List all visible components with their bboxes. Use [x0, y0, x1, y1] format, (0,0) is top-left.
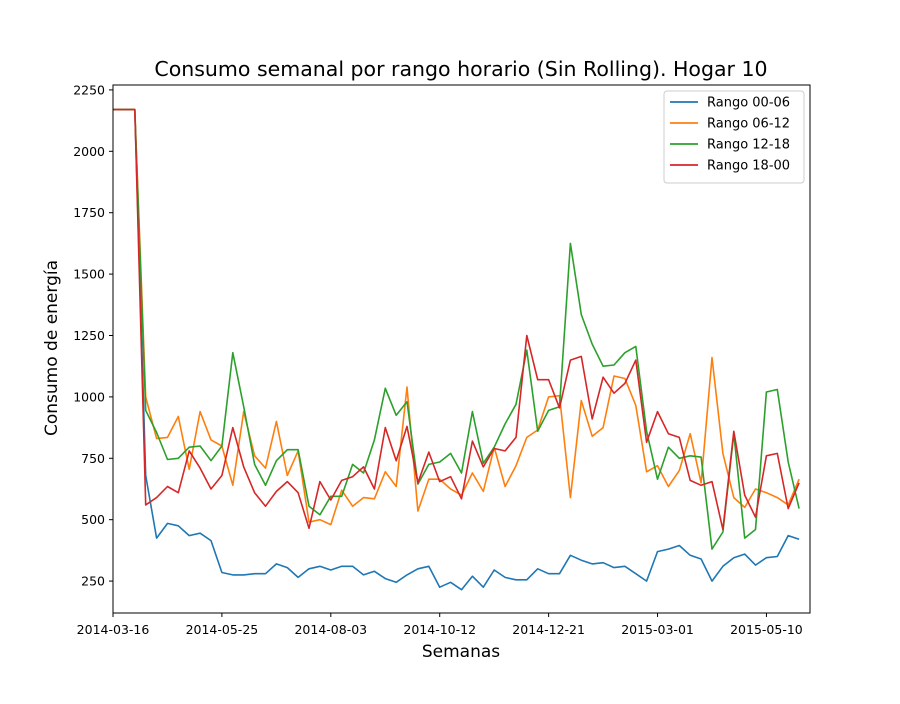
x-tick-label: 2015-03-01 — [621, 622, 694, 637]
y-axis-label: Consumo de energía — [42, 260, 62, 436]
axes-layer: 250 500 750 1000 1250 1500 1750 2000 2250 2014-03… — [73, 82, 811, 637]
y-tick-label: 1500 — [73, 267, 105, 282]
chart-title: Consumo semanal por rango horario (Sin R… — [154, 57, 767, 81]
series-line-1 — [113, 108, 800, 591]
x-tick-label: 2014-05-25 — [186, 622, 259, 637]
series-layer — [113, 108, 800, 591]
series-line-2 — [113, 108, 800, 526]
y-tick-label: 1000 — [73, 389, 105, 404]
y-tick-label: 500 — [81, 512, 105, 527]
legend-box — [663, 90, 805, 184]
legend: Rango 00-06 Rango 06-12 Rango 12-18 Rango 1… — [663, 90, 805, 184]
y-tick-label: 250 — [81, 574, 105, 589]
x-axis-label: Semanas — [422, 642, 500, 662]
y-tick-label: 750 — [81, 451, 105, 466]
legend-label: Rango 18-00 — [707, 159, 790, 174]
series-line-4 — [113, 108, 800, 531]
x-tick-label: 2014-12-21 — [512, 622, 585, 637]
legend-label: Rango 12-18 — [707, 138, 790, 153]
x-tick-label: 2014-10-12 — [403, 622, 476, 637]
y-tick-label: 1750 — [73, 205, 105, 220]
legend-label: Rango 06-12 — [707, 117, 790, 132]
plot-frame — [112, 84, 811, 614]
legend-label: Rango 00-06 — [707, 96, 790, 111]
y-tick-label: 1250 — [73, 328, 105, 343]
x-tick-label: 2015-05-10 — [730, 622, 803, 637]
y-tick-label: 2250 — [73, 82, 105, 97]
y-tick-label: 2000 — [73, 144, 105, 159]
x-tick-label: 2014-03-16 — [77, 622, 150, 637]
x-tick-label: 2014-08-03 — [294, 622, 367, 637]
